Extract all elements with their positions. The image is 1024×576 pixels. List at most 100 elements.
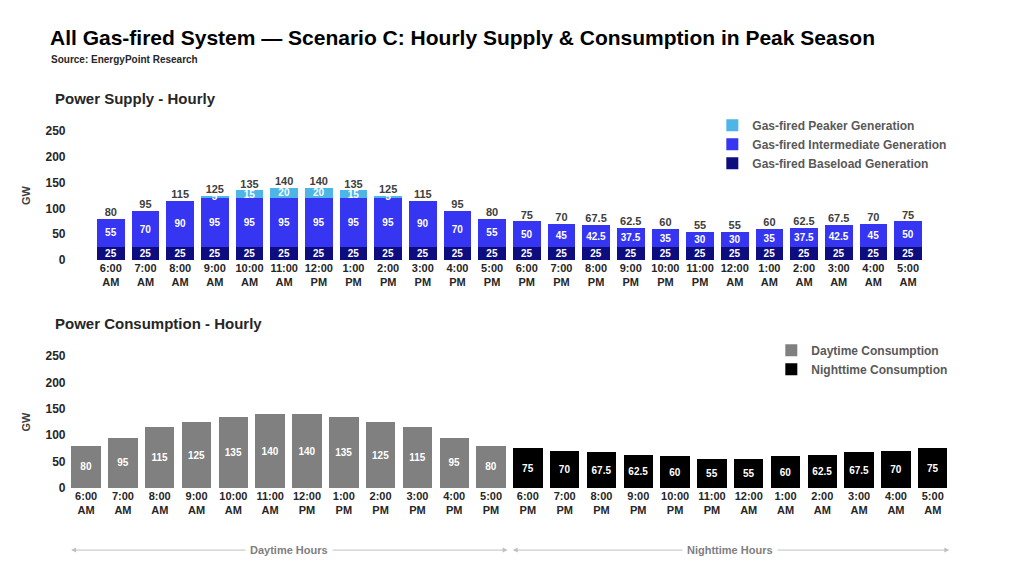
svg-text:67.5: 67.5 [585,212,606,224]
svg-text:0: 0 [59,481,66,495]
svg-text:8:00PM: 8:00PM [590,490,612,516]
svg-text:80: 80 [485,461,497,472]
svg-text:70: 70 [555,211,567,223]
svg-text:4:00PM: 4:00PM [446,262,468,288]
svg-text:25: 25 [729,248,741,259]
svg-text:2:00PM: 2:00PM [377,262,399,288]
svg-text:67.5: 67.5 [828,212,849,224]
svg-text:67.5: 67.5 [849,465,869,476]
svg-text:50: 50 [52,227,66,241]
svg-text:100: 100 [46,428,66,442]
svg-text:55: 55 [706,468,718,479]
svg-text:140: 140 [298,446,315,457]
svg-text:80: 80 [105,206,117,218]
svg-text:7:00PM: 7:00PM [554,490,576,516]
svg-text:5:00PM: 5:00PM [481,262,503,288]
svg-text:0: 0 [59,253,66,267]
svg-text:25: 25 [174,248,186,259]
svg-text:140: 140 [310,175,328,187]
svg-text:95: 95 [348,217,360,228]
svg-text:70: 70 [867,211,879,223]
svg-text:25: 25 [868,248,880,259]
svg-text:125: 125 [188,450,205,461]
svg-text:115: 115 [151,452,168,463]
svg-text:70: 70 [559,464,571,475]
svg-text:1:00AM: 1:00AM [775,490,797,516]
svg-text:67.5: 67.5 [592,465,612,476]
svg-text:4:00AM: 4:00AM [885,490,907,516]
svg-text:11:00AM: 11:00AM [270,262,298,288]
svg-text:6:00AM: 6:00AM [100,262,122,288]
svg-text:5:00AM: 5:00AM [897,262,919,288]
svg-text:9:00PM: 9:00PM [627,490,649,516]
svg-text:Power Supply - Hourly: Power Supply - Hourly [55,90,216,107]
svg-text:25: 25 [694,248,706,259]
svg-text:25: 25 [660,248,672,259]
svg-text:4:00PM: 4:00PM [443,490,465,516]
svg-text:6:00PM: 6:00PM [517,490,539,516]
svg-text:25: 25 [313,248,325,259]
svg-text:62.5: 62.5 [620,215,641,227]
svg-text:55: 55 [694,219,706,231]
svg-text:5: 5 [212,191,218,202]
svg-text:7:00AM: 7:00AM [134,262,156,288]
svg-text:100: 100 [46,202,66,216]
svg-text:35: 35 [764,233,776,244]
svg-text:115: 115 [409,452,426,463]
svg-text:4:00AM: 4:00AM [862,262,884,288]
svg-text:25: 25 [590,248,602,259]
svg-text:140: 140 [275,175,293,187]
svg-text:2:00AM: 2:00AM [793,262,815,288]
svg-text:25: 25 [625,248,637,259]
svg-text:150: 150 [46,176,66,190]
svg-text:25: 25 [417,248,429,259]
svg-text:70: 70 [140,224,152,235]
svg-text:10:00AM: 10:00AM [219,490,247,516]
svg-text:50: 50 [521,229,533,240]
svg-text:GW: GW [20,412,32,432]
svg-text:12:00AM: 12:00AM [721,262,749,288]
svg-text:5:00PM: 5:00PM [480,490,502,516]
svg-text:55: 55 [729,219,741,231]
svg-text:95: 95 [278,217,290,228]
svg-text:60: 60 [780,467,792,478]
svg-text:80: 80 [486,206,498,218]
svg-text:15: 15 [348,189,360,200]
svg-text:25: 25 [140,248,152,259]
svg-text:7:00PM: 7:00PM [550,262,572,288]
svg-text:150: 150 [46,402,66,416]
svg-text:Power Consumption - Hourly: Power Consumption - Hourly [55,315,262,332]
svg-text:25: 25 [833,248,845,259]
svg-text:62.5: 62.5 [793,215,814,227]
svg-text:90: 90 [174,218,186,229]
svg-text:95: 95 [139,198,151,210]
svg-text:55: 55 [105,227,117,238]
svg-text:60: 60 [659,216,671,228]
svg-text:3:00PM: 3:00PM [406,490,428,516]
svg-text:95: 95 [382,217,394,228]
svg-text:1:00PM: 1:00PM [342,262,364,288]
svg-text:50: 50 [52,455,66,469]
svg-text:62.5: 62.5 [812,466,832,477]
svg-text:1:00AM: 1:00AM [758,262,780,288]
svg-text:125: 125 [379,183,397,195]
svg-text:10:00PM: 10:00PM [661,490,689,516]
svg-text:30: 30 [694,234,706,245]
svg-text:45: 45 [556,230,568,241]
svg-text:70: 70 [890,464,902,475]
svg-text:50: 50 [902,229,914,240]
svg-text:95: 95 [451,198,463,210]
svg-text:Nighttime Consumption: Nighttime Consumption [811,363,947,377]
svg-text:90: 90 [417,218,429,229]
svg-text:25: 25 [348,248,360,259]
svg-text:115: 115 [414,188,432,200]
svg-text:Nighttime Hours: Nighttime Hours [687,544,773,556]
svg-text:15: 15 [244,189,256,200]
svg-text:3:00AM: 3:00AM [848,490,870,516]
svg-text:80: 80 [80,461,92,472]
svg-text:55: 55 [486,227,498,238]
svg-text:140: 140 [262,446,279,457]
svg-text:25: 25 [521,248,533,259]
svg-text:8:00PM: 8:00PM [585,262,607,288]
svg-text:95: 95 [244,217,256,228]
